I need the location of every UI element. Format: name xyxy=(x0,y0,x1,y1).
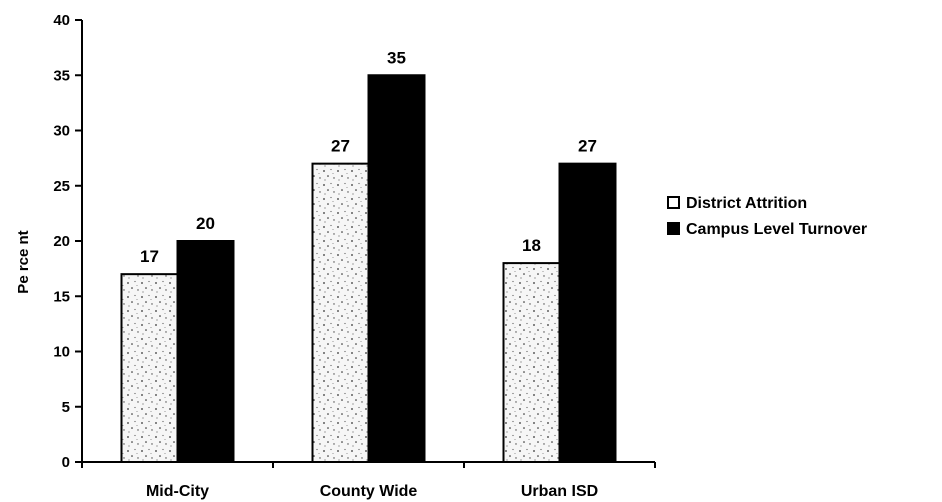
bar-campus-turnover xyxy=(558,162,617,463)
y-tick-label: 30 xyxy=(53,123,70,140)
y-tick-label: 35 xyxy=(53,67,70,84)
data-label: 20 xyxy=(196,214,215,233)
legend-label: District Attrition xyxy=(686,195,807,212)
bar-campus-turnover xyxy=(367,74,426,463)
legend: District Attrition Campus Level Turnover xyxy=(667,195,867,238)
category-label: Mid-City xyxy=(146,483,209,500)
legend-label: Campus Level Turnover xyxy=(686,221,867,238)
legend-swatch xyxy=(667,222,680,235)
data-label: 18 xyxy=(522,236,541,255)
y-tick-label: 20 xyxy=(53,233,70,250)
y-tick-label: 0 xyxy=(62,454,70,471)
y-tick-label: 25 xyxy=(53,178,70,195)
y-tick-label: 5 xyxy=(62,399,70,416)
y-tick-label: 40 xyxy=(53,12,70,29)
y-tick-label: 15 xyxy=(53,288,70,305)
y-tick-label: 10 xyxy=(53,344,70,361)
data-label: 17 xyxy=(140,247,159,266)
legend-swatch xyxy=(667,196,680,209)
category-label: Urban ISD xyxy=(521,483,598,500)
data-label: 35 xyxy=(387,48,406,67)
y-axis-title: Pe rce nt xyxy=(15,230,32,293)
category-label: County Wide xyxy=(320,483,418,500)
bar-campus-turnover xyxy=(176,240,235,463)
bar-district-attrition xyxy=(502,262,561,463)
bar-district-attrition xyxy=(120,273,179,463)
bar-district-attrition xyxy=(311,162,370,463)
data-label: 27 xyxy=(578,137,597,156)
bars xyxy=(120,74,617,463)
data-label: 27 xyxy=(331,137,350,156)
labels: 17 20 Mid-City 27 35 County Wide 18 27 Urban ISD xyxy=(140,48,598,500)
